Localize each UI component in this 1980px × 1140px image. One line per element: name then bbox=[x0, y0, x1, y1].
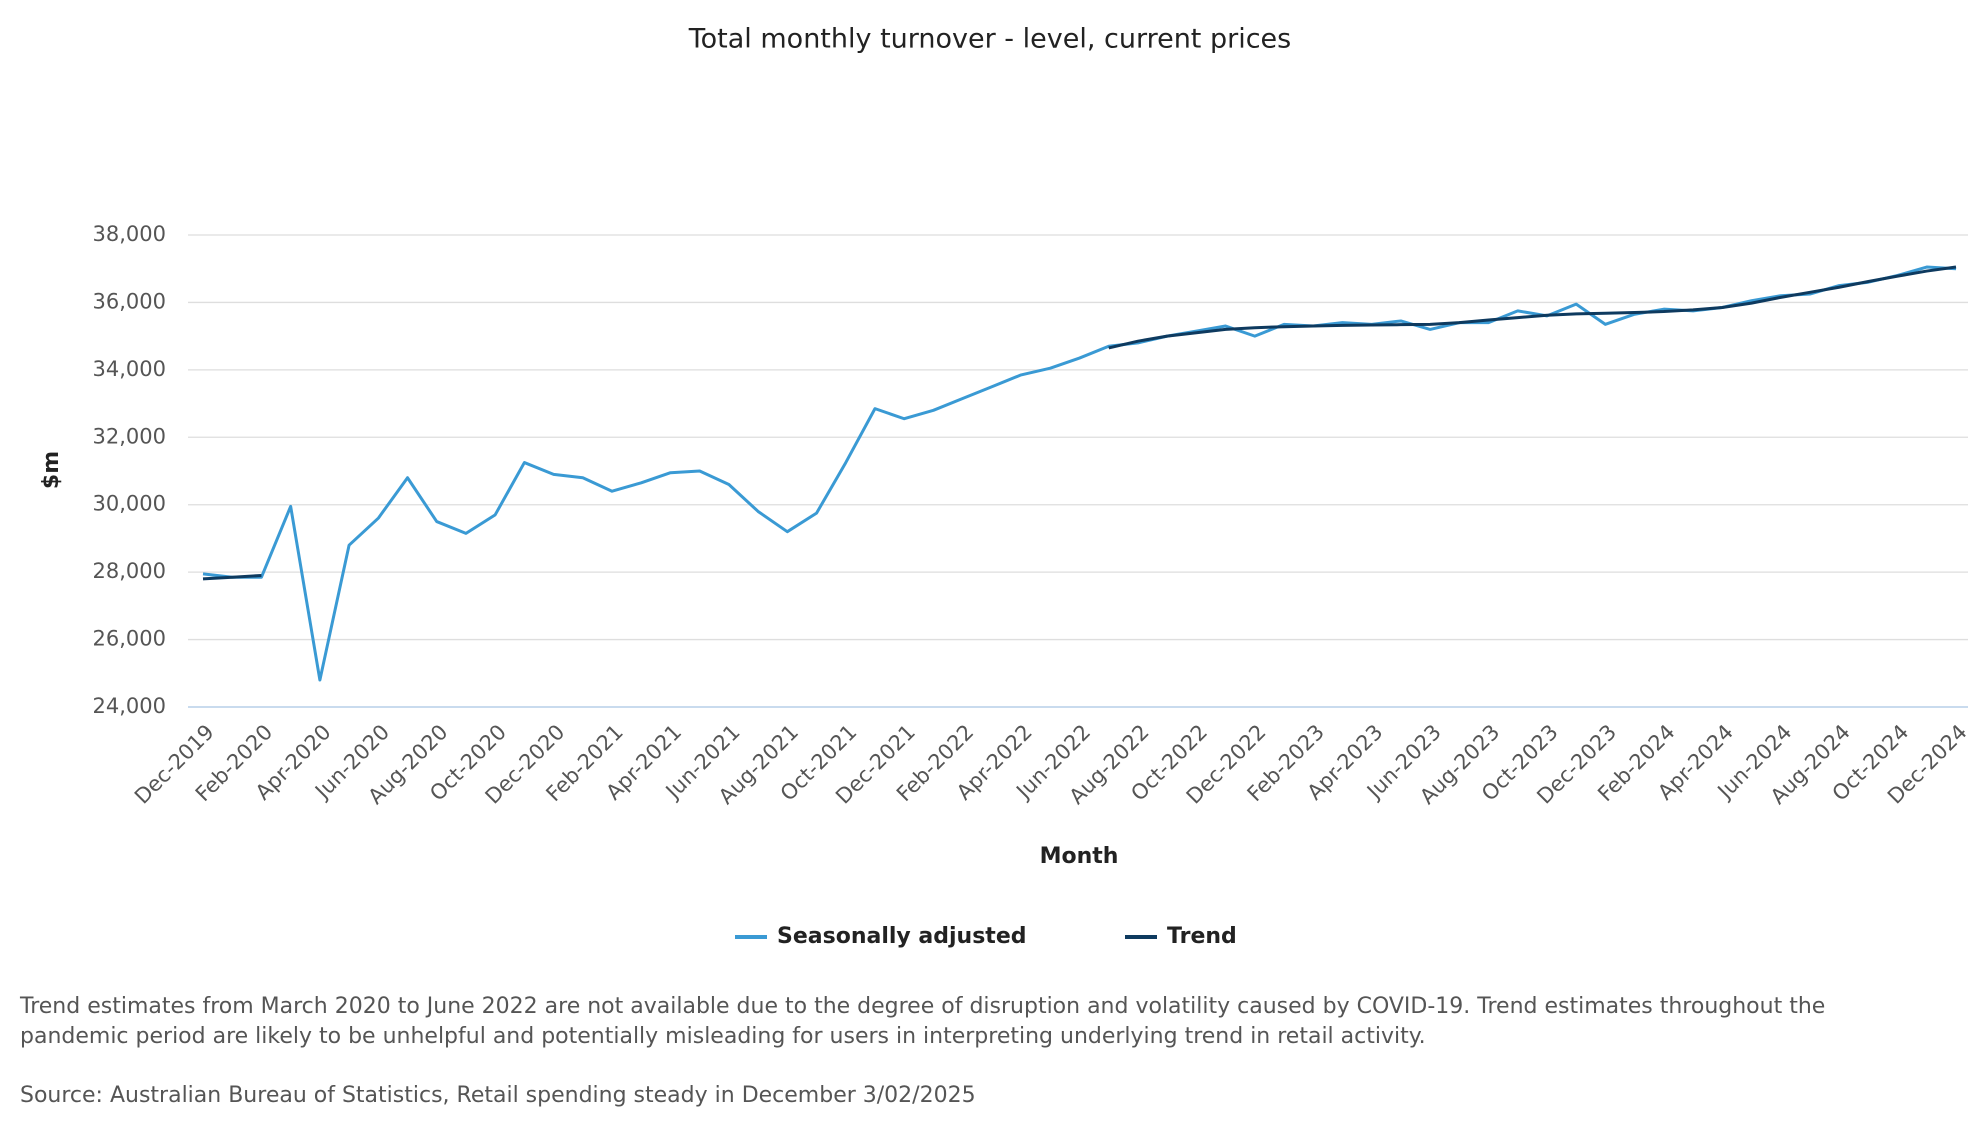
y-tick-label: 28,000 bbox=[93, 559, 166, 583]
legend-label: Seasonally adjusted bbox=[777, 924, 1027, 949]
y-tick-label: 38,000 bbox=[93, 222, 166, 246]
y-tick-label: 30,000 bbox=[93, 492, 166, 516]
y-axis-label: $m bbox=[39, 451, 64, 489]
y-tick-label: 26,000 bbox=[93, 627, 166, 651]
x-axis-label: Month bbox=[1040, 844, 1119, 869]
chart-title: Total monthly turnover - level, current … bbox=[688, 24, 1292, 55]
note: Trend estimates from March 2020 to June … bbox=[19, 994, 1825, 1019]
series-line bbox=[202, 265, 1957, 682]
note: pandemic period are likely to be unhelpf… bbox=[20, 1024, 1426, 1049]
y-tick-label: 24,000 bbox=[93, 694, 166, 718]
y-tick-label: 32,000 bbox=[93, 424, 166, 448]
y-tick-label: 34,000 bbox=[93, 357, 166, 381]
series-line bbox=[202, 265, 1957, 581]
source: Source: Australian Bureau of Statistics,… bbox=[20, 1083, 976, 1108]
y-tick-label: 36,000 bbox=[93, 289, 166, 313]
legend-label: Trend bbox=[1167, 924, 1237, 949]
